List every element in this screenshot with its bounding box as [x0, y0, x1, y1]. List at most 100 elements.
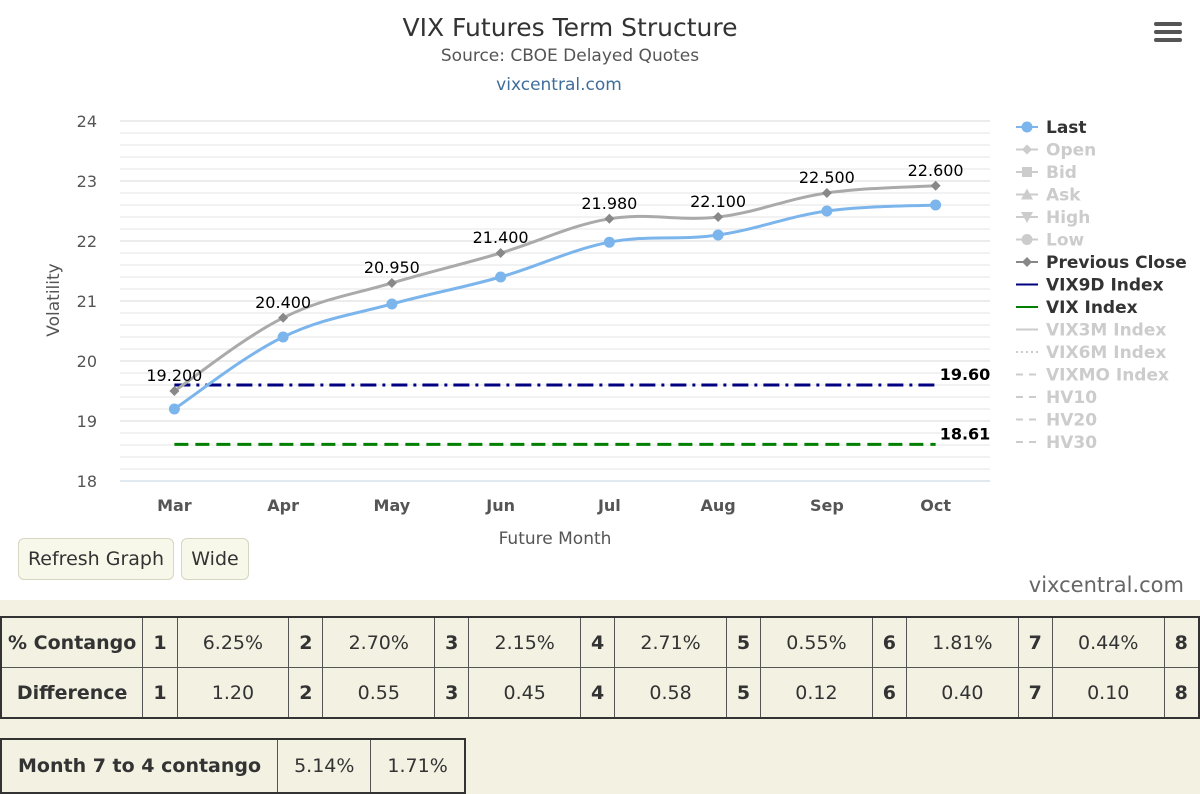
- legend-item[interactable]: HV20: [1016, 411, 1097, 431]
- month-number-cell: 3: [434, 616, 470, 668]
- legend-label: HV10: [1046, 388, 1097, 408]
- value-cell: 1.81%: [906, 616, 1019, 668]
- contango-table: % Contango 1 6.25% 2 2.70% 3 2.15% 4 2.71% 5 0.55%…: [0, 616, 1200, 719]
- credit-text: vixcentral.com: [1028, 573, 1184, 597]
- month-number-cell: 4: [579, 667, 616, 719]
- table-row: % Contango 1 6.25% 2 2.70% 3 2.15% 4 2.71% 5 0.55%…: [0, 616, 1200, 668]
- data-label: 22.500: [799, 168, 855, 187]
- last-point[interactable]: [386, 298, 398, 310]
- legend-item[interactable]: VIX3M Index: [1016, 321, 1166, 341]
- legend-item[interactable]: VIX Index: [1016, 298, 1138, 318]
- legend-item[interactable]: Bid: [1016, 163, 1077, 183]
- legend-label: VIX9D Index: [1046, 276, 1164, 296]
- month-number-cell: 1: [142, 667, 178, 719]
- previous-close-line: [173, 184, 936, 393]
- legend-label: Ask: [1046, 186, 1081, 206]
- x-tick-label: May: [374, 496, 411, 515]
- previous-close-point[interactable]: [169, 386, 180, 396]
- data-label: 21.980: [581, 194, 637, 213]
- last-point[interactable]: [821, 205, 833, 217]
- previous-close-point[interactable]: [604, 213, 615, 224]
- legend-item[interactable]: Ask: [1016, 186, 1081, 206]
- y-tick-label: 23: [77, 172, 97, 191]
- data-label: 22.600: [908, 161, 964, 180]
- y-tick-label: 19: [77, 412, 97, 431]
- legend-label: High: [1046, 208, 1090, 228]
- legend-item[interactable]: Low: [1016, 231, 1085, 251]
- chart-svg: VIX Futures Term Structure Source: CBOE …: [44, 13, 1187, 549]
- legend-item[interactable]: VIX9D Index: [1016, 276, 1164, 296]
- legend-item[interactable]: Previous Close: [1016, 253, 1187, 273]
- last-point[interactable]: [277, 331, 289, 343]
- legend-item[interactable]: HV30: [1016, 433, 1097, 453]
- y-tick-label: 20: [77, 352, 97, 371]
- row-label: Month 7 to 4 contango: [0, 738, 279, 794]
- value-cell: 0.58: [614, 667, 727, 719]
- month-number-cell: 2: [288, 616, 324, 668]
- previous-close-point[interactable]: [713, 212, 724, 222]
- y-tick-label: 18: [77, 472, 97, 491]
- legend-diamond-icon: [1022, 144, 1032, 155]
- legend-item[interactable]: Last: [1016, 118, 1087, 138]
- value-cell: 0.40: [906, 667, 1019, 719]
- legend-item[interactable]: High: [1016, 208, 1090, 228]
- chart-title: VIX Futures Term Structure: [403, 13, 738, 42]
- month-number-cell: 3: [434, 667, 470, 719]
- legend-label: Open: [1046, 141, 1096, 161]
- hamburger-menu-icon[interactable]: [1154, 22, 1182, 46]
- legend-diamond-icon: [1022, 257, 1032, 267]
- legend-item[interactable]: VIXMO Index: [1016, 366, 1169, 386]
- previous-close-point[interactable]: [386, 278, 397, 288]
- month-number-cell: 8: [1163, 616, 1200, 668]
- last-point[interactable]: [603, 236, 615, 248]
- chart-source-link[interactable]: vixcentral.com: [496, 75, 622, 95]
- legend-item[interactable]: Open: [1016, 141, 1096, 161]
- legend-triangle-down-icon: [1021, 212, 1033, 223]
- stats-section: % Contango 1 6.25% 2 2.70% 3 2.15% 4 2.71% 5 0.55%…: [0, 600, 1200, 794]
- legend-circle-icon: [1021, 234, 1033, 245]
- last-point[interactable]: [930, 199, 942, 211]
- value-cell: 1.20: [176, 667, 290, 719]
- vix-index-value-label: 18.61: [940, 424, 991, 443]
- value-cell: 0.44%: [1051, 616, 1165, 668]
- value-cell: 0.45: [468, 667, 581, 719]
- y-axis-label: Volatility: [44, 263, 64, 336]
- x-tick-label: Apr: [267, 496, 299, 515]
- y-axis-ticks: 18 19 20 21 22 23 24: [77, 112, 97, 491]
- data-label: 22.100: [690, 192, 746, 211]
- value-cell: 0.55: [322, 667, 436, 719]
- legend-label: Last: [1046, 118, 1087, 138]
- last-point[interactable]: [712, 229, 724, 241]
- table-cell: 5.14%: [277, 738, 372, 794]
- legend-label: HV20: [1046, 411, 1097, 431]
- last-point[interactable]: [495, 271, 507, 283]
- month-number-cell: 7: [1017, 667, 1053, 719]
- legend-label: Bid: [1046, 163, 1077, 183]
- month-number-cell: 5: [725, 667, 762, 719]
- value-cell: 0.10: [1051, 667, 1165, 719]
- legend-label: Low: [1046, 231, 1085, 251]
- series-layer: 18.61 19.60 19.200 20.400 20.950 21.400 21.980…: [146, 161, 991, 446]
- data-label: 20.950: [364, 258, 420, 277]
- last-point[interactable]: [168, 403, 180, 415]
- data-label: 21.400: [473, 228, 529, 247]
- previous-close-point[interactable]: [821, 188, 832, 198]
- legend-item[interactable]: VIX6M Index: [1016, 343, 1166, 363]
- value-cell: 2.71%: [614, 616, 727, 668]
- legend-item[interactable]: HV10: [1016, 388, 1097, 408]
- legend-label: VIX Index: [1046, 298, 1138, 318]
- value-cell: 0.55%: [760, 616, 873, 668]
- previous-close-point[interactable]: [278, 312, 289, 323]
- month-number-cell: 6: [871, 667, 908, 719]
- previous-close-point[interactable]: [495, 248, 506, 258]
- refresh-graph-button[interactable]: Refresh Graph: [18, 538, 174, 580]
- y-tick-label: 22: [77, 232, 97, 251]
- previous-close-point[interactable]: [930, 180, 941, 191]
- value-cell: 2.15%: [468, 616, 581, 668]
- month-number-cell: 6: [871, 616, 908, 668]
- x-tick-label: Aug: [701, 496, 736, 515]
- row-label: % Contango: [0, 616, 144, 668]
- wide-button[interactable]: Wide: [181, 538, 249, 580]
- x-tick-label: Sep: [810, 496, 844, 515]
